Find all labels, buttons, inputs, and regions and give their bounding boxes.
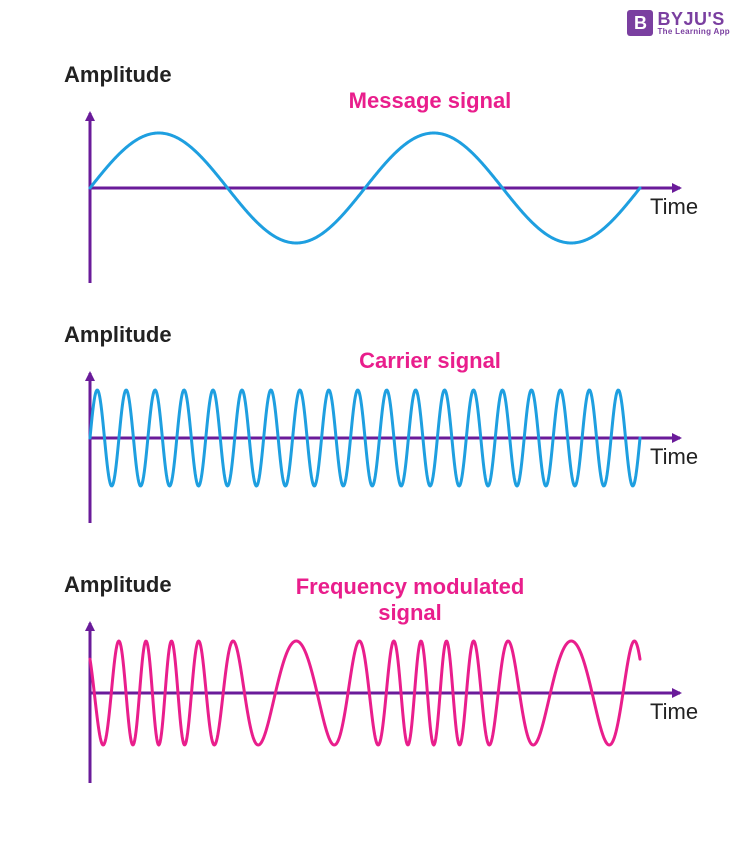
y-axis-label: Amplitude <box>64 572 172 598</box>
x-axis-label: Time <box>650 699 698 725</box>
y-axis-label: Amplitude <box>64 62 172 88</box>
chart-carrier-signal <box>60 358 700 538</box>
chart-message-signal <box>60 98 700 298</box>
x-axis-label: Time <box>650 444 698 470</box>
panel-fm-signal: Amplitude Frequency modulated signal Tim… <box>60 580 700 798</box>
logo-name: BYJU'S <box>657 10 730 28</box>
y-axis-label: Amplitude <box>64 322 172 348</box>
panel-carrier-signal: Amplitude Carrier signal Time <box>60 330 700 538</box>
chart-title-carrier: Carrier signal <box>280 348 580 374</box>
logo-badge: B <box>627 10 653 36</box>
chart-fm-signal <box>60 608 700 798</box>
x-axis-label: Time <box>650 194 698 220</box>
logo-text: BYJU'S The Learning App <box>657 10 730 36</box>
logo-tagline: The Learning App <box>657 28 730 36</box>
brand-logo: B BYJU'S The Learning App <box>627 10 730 36</box>
panel-message-signal: Amplitude Message signal Time <box>60 70 700 298</box>
chart-title-fm: Frequency modulated signal <box>280 574 540 627</box>
chart-title-message: Message signal <box>280 88 580 114</box>
